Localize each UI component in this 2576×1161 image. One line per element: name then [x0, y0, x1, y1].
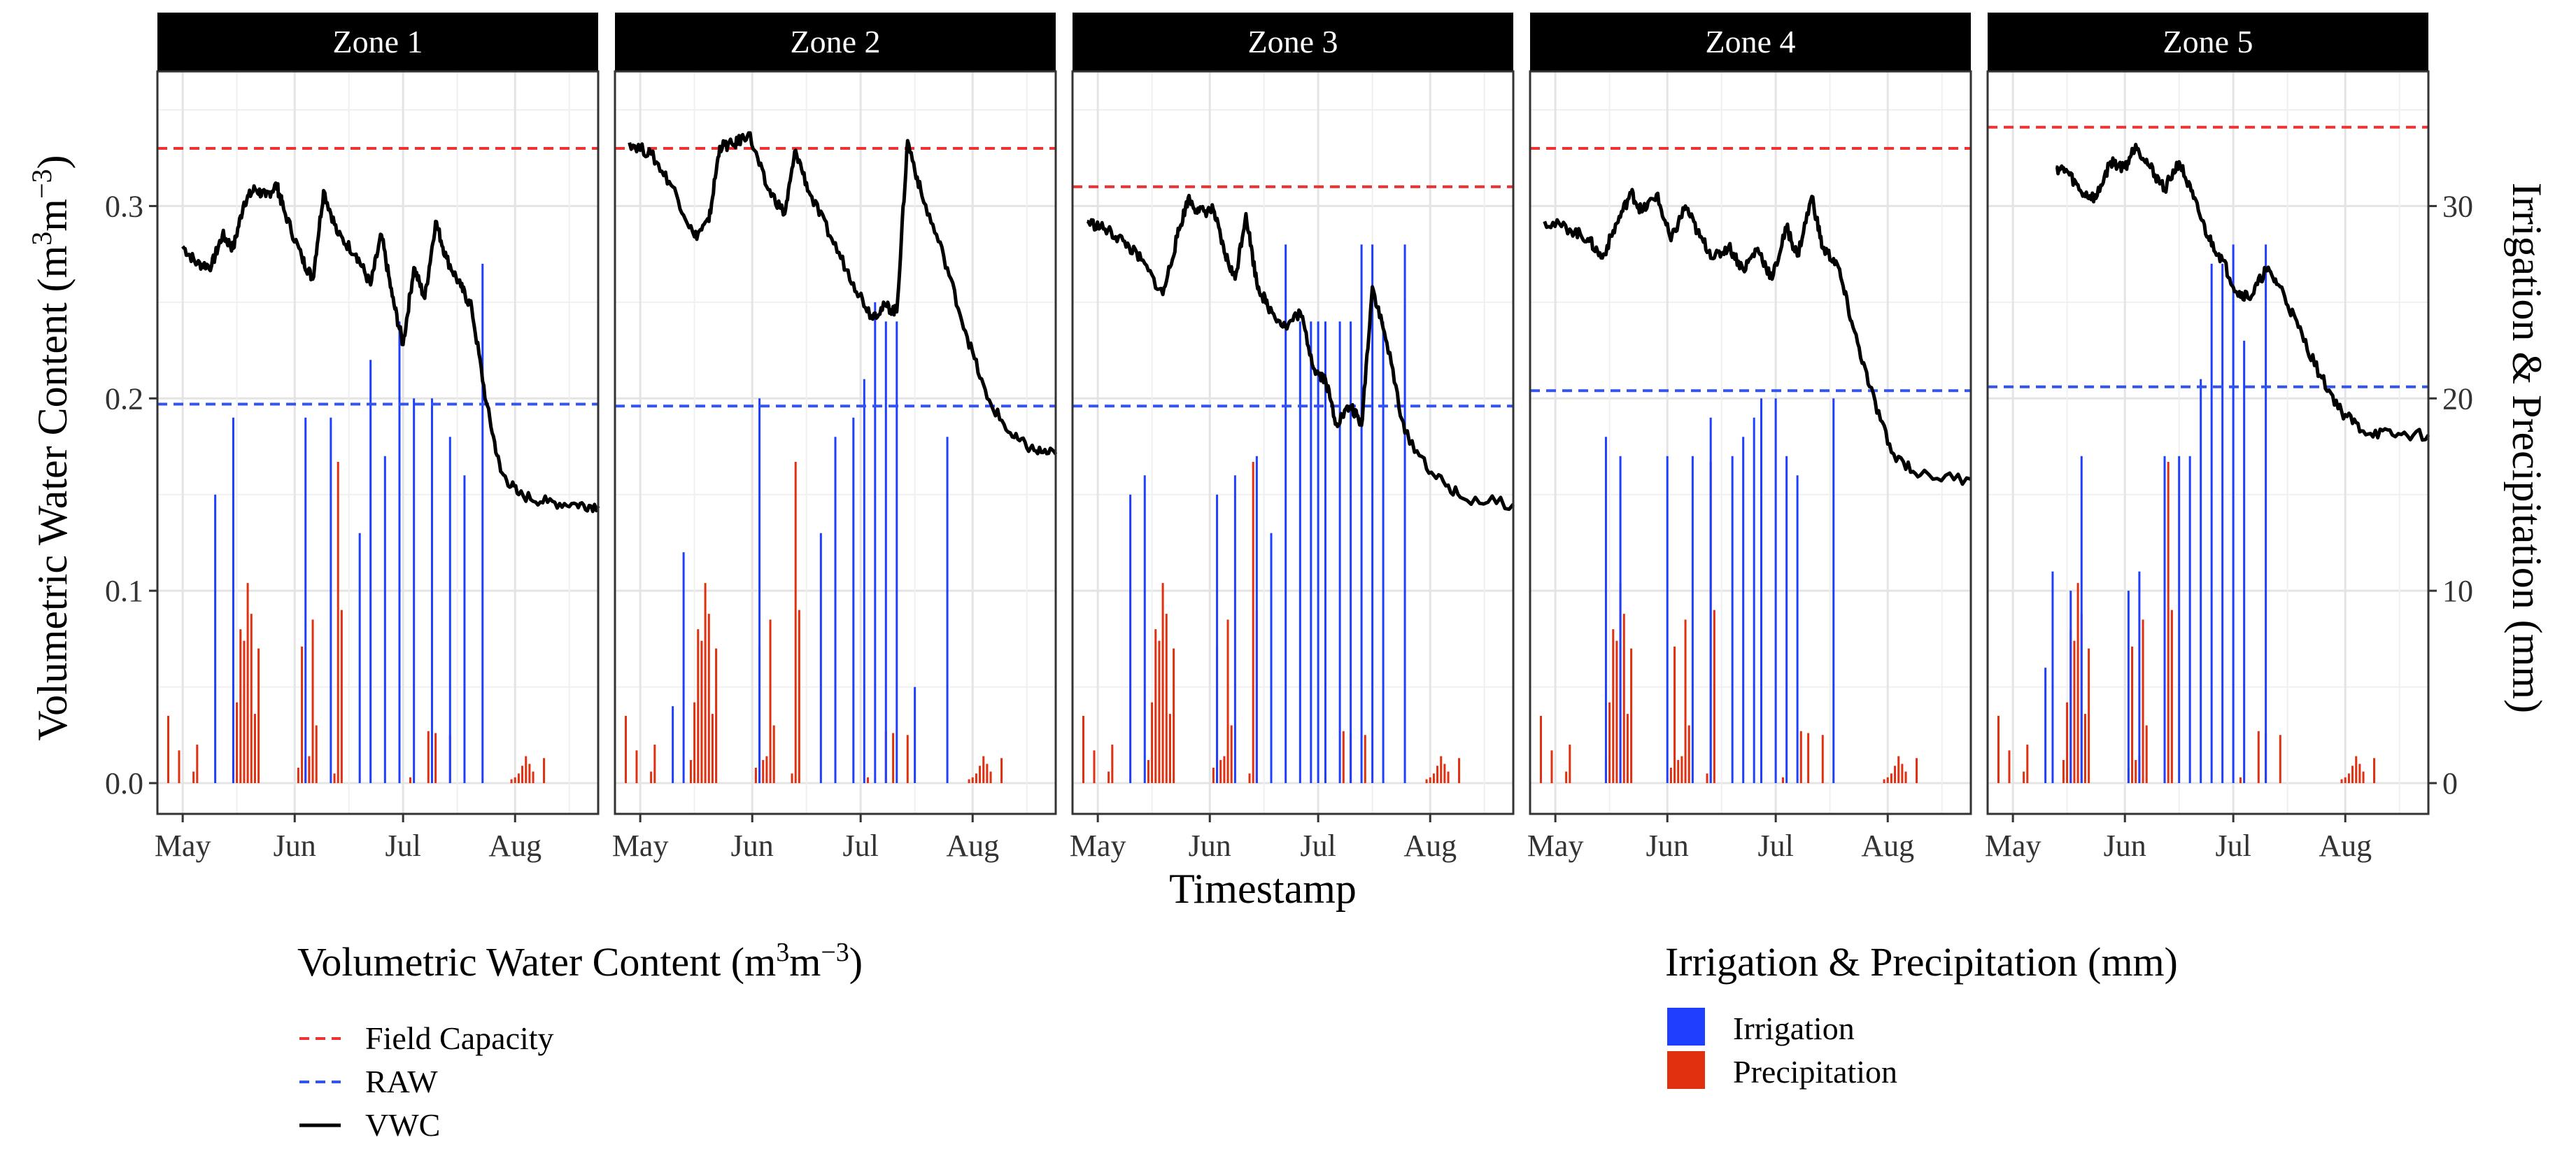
vwc-line [1087, 193, 1515, 512]
panel-background [1988, 71, 2428, 814]
legend-key-precipitation [1667, 1051, 1705, 1089]
legend-label-raw: RAW [365, 1064, 438, 1099]
x-tick-label: Jun [731, 829, 774, 863]
x-tick-label: Aug [1861, 829, 1914, 863]
panel-background [1073, 71, 1513, 814]
panel-strip-label: Zone 1 [332, 24, 423, 59]
y-tick-label-right: 30 [2442, 189, 2473, 223]
legend-label-irrigation: Irrigation [1733, 1011, 1855, 1046]
vwc-line [628, 131, 1058, 456]
panel-1: Zone 1 May Jun Jul Aug 0.0 0.1 0.2 0.3 [105, 13, 600, 863]
legend-vwc-title: Volumetric Water Content (m3m−3) [297, 938, 863, 985]
y-tick-label-left: 0.2 [105, 381, 143, 416]
legend-key-irrigation [1667, 1008, 1705, 1046]
panel-strip [1988, 13, 2428, 71]
legend-ip-title: Irrigation & Precipitation (mm) [1665, 939, 2178, 985]
x-tick-label: Jul [842, 829, 878, 863]
x-tick-label: Jul [385, 829, 420, 863]
panel-border [1071, 70, 1515, 815]
panel-strip-label: Zone 5 [2163, 24, 2253, 59]
panel-border [614, 70, 1057, 815]
panel-strip [615, 13, 1056, 71]
vwc-line [1543, 188, 1972, 486]
y-tick-label-left: 0.0 [105, 766, 143, 801]
legend-label-vwc: VWC [365, 1107, 440, 1143]
x-tick-label: Jul [1757, 829, 1793, 863]
legend-label-field-capacity: Field Capacity [365, 1020, 554, 1056]
x-tick-label: Jul [2215, 829, 2251, 863]
panel-border [156, 70, 600, 815]
panel-background [157, 71, 598, 814]
panel-strip [1073, 13, 1513, 71]
panel-strip-label: Zone 4 [1705, 24, 1795, 59]
x-tick-label: Jun [274, 829, 316, 863]
panel-background [1530, 71, 1971, 814]
y-title-left-part-b: m [29, 199, 76, 232]
vwc-line [2055, 143, 2430, 442]
x-tick-label: Jun [1646, 829, 1689, 863]
legend-vwc: Volumetric Water Content (m3m−3) Field C… [297, 938, 863, 1143]
panel-strip [1530, 13, 1971, 71]
x-tick-label: Jun [2104, 829, 2146, 863]
y-title-left-sup2: −3 [26, 169, 57, 199]
panel-border [1529, 70, 1972, 815]
legend-ip: Irrigation & Precipitation (mm) Irrigati… [1665, 939, 2178, 1090]
y-tick-label-right: 20 [2442, 381, 2473, 416]
x-axis-title: Timestamp [1169, 866, 1357, 912]
x-tick-label: May [1527, 829, 1584, 863]
panels: Zone 1 May Jun Jul Aug 0.0 0.1 0.2 0.3 Zone 2 May J… [105, 13, 2473, 863]
x-tick-label: Jul [1300, 829, 1336, 863]
legend-vwc-title-sup1: 3 [776, 938, 789, 967]
x-tick-label: May [1070, 829, 1126, 863]
x-tick-label: Aug [2319, 829, 2372, 863]
y-axis-title-right: Irrigation & Precipitation (mm) [2504, 183, 2550, 713]
y-title-left-part-a: Volumetric Water Content (m [29, 246, 76, 741]
y-axis-title-left: Volumetric Water Content (m3m−3) [26, 155, 76, 740]
x-tick-label: Aug [488, 829, 542, 863]
panel-strip [157, 13, 598, 71]
y-tick-label-right: 10 [2442, 574, 2473, 608]
x-tick-label: Aug [946, 829, 999, 863]
panel-2: Zone 2 May Jun Jul Aug [612, 13, 1058, 863]
panel-3: Zone 3 May Jun Jul Aug [1070, 13, 1515, 863]
legend-vwc-title-sup2: −3 [821, 938, 849, 967]
y-title-left-part-c: ) [29, 155, 76, 169]
y-title-left-sup1: 3 [26, 232, 57, 246]
panel-4: Zone 4 May Jun Jul Aug [1527, 13, 1972, 863]
y-tick-label-left: 0.3 [105, 189, 143, 223]
panel-border [1986, 70, 2430, 815]
y-tick-label-right: 0 [2442, 766, 2458, 801]
x-tick-label: May [1985, 829, 2041, 863]
panel-strip-label: Zone 2 [790, 24, 880, 59]
x-tick-label: May [155, 829, 211, 863]
legend-label-precipitation: Precipitation [1733, 1054, 1897, 1090]
panel-strip-label: Zone 3 [1247, 24, 1338, 59]
legend-vwc-title-a: Volumetric Water Content (m [297, 939, 776, 985]
legend-vwc-title-c: ) [849, 939, 863, 985]
y-tick-label-left: 0.1 [105, 574, 143, 608]
x-tick-label: May [612, 829, 669, 863]
x-tick-label: Jun [1189, 829, 1231, 863]
vwc-line [181, 181, 600, 514]
x-tick-label: Aug [1403, 829, 1457, 863]
legend-vwc-title-b: m [789, 939, 821, 985]
panel-5: Zone 5 May Jun Jul Aug 0 10 20 30 [1985, 13, 2473, 863]
